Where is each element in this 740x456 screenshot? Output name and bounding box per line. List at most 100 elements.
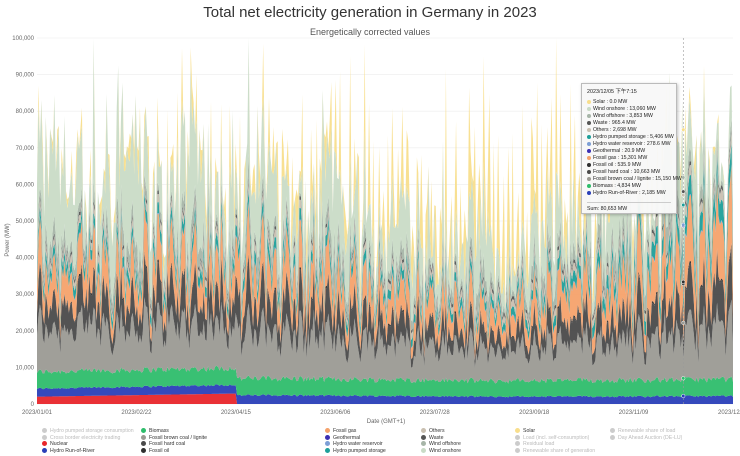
tooltip-row: Waste : 965.4 MW — [587, 120, 671, 127]
legend-color-dot-icon — [42, 447, 47, 453]
legend-item[interactable]: Cross border electricity trading — [42, 435, 120, 442]
y-tick-label: 40,000 — [16, 256, 35, 262]
tooltip-row: Fossil brown coal / lignite : 15,150 MW — [587, 176, 682, 183]
tooltip-row: Hydro Run-of-River : 2,185 MW — [587, 190, 671, 197]
legend-label: Geothermal — [333, 434, 361, 441]
legend-item[interactable]: Residual load — [515, 441, 554, 448]
series-areas[interactable] — [37, 38, 733, 404]
tooltip-row-value: 4,834 MW — [617, 183, 641, 189]
legend-label: Hydro pumped storage — [333, 447, 386, 454]
legend-item[interactable]: Geothermal — [325, 435, 360, 442]
tooltip-row-value: 15,301 MW — [620, 155, 648, 161]
tooltip-row-label: Solar — [593, 99, 606, 105]
tooltip-row: Hydro pumped storage : 5,406 MW — [587, 134, 674, 141]
tooltip-row-value: 535.9 MW — [617, 162, 642, 168]
tooltip-row: Fossil gas : 15,301 MW — [587, 155, 671, 162]
tooltip-row-label: Waste — [593, 120, 608, 126]
legend-item[interactable]: Others — [421, 428, 445, 435]
x-tick-label: 2023/11/09 — [619, 410, 649, 416]
tooltip-row-value: 2,185 MW — [642, 190, 666, 196]
series-color-dot-icon — [587, 148, 591, 153]
legend-item[interactable]: Solar — [515, 428, 535, 435]
area-fossil-brown-coal-lignite[interactable] — [37, 297, 733, 384]
legend-item[interactable]: Renewable share of load — [610, 428, 675, 435]
legend-color-dot-icon — [515, 441, 520, 447]
legend-label: Residual load — [523, 441, 555, 447]
legend-label: Renewable share of generation — [523, 447, 596, 454]
tooltip-row-value: 965.4 MW — [611, 120, 636, 126]
legend-item[interactable]: Day Ahead Auction (DE-LU) — [610, 435, 682, 442]
y-tick-label: 20,000 — [16, 329, 35, 335]
legend-color-dot-icon — [515, 428, 520, 434]
legend-item[interactable]: Wind onshore — [421, 448, 461, 455]
legend-item[interactable]: Fossil brown coal / lignite — [141, 435, 207, 442]
series-color-dot-icon — [587, 113, 591, 118]
legend-color-dot-icon — [515, 434, 520, 440]
legend-label: Wind offshore — [429, 441, 461, 447]
legend-item[interactable]: Renewable share of generation — [515, 448, 595, 455]
hover-marker — [681, 189, 686, 194]
tooltip-row-label: Wind offshore — [593, 113, 625, 119]
legend-label: Fossil gas — [333, 428, 357, 434]
tooltip-row-value: 10,663 MW — [633, 169, 661, 175]
hover-tooltip: 2023/12/05 下午7:15 Solar : 0.0 MW Wind ons… — [581, 83, 682, 214]
legend-item[interactable]: Hydro pumped storage — [325, 448, 386, 455]
legend-label: Renewable share of load — [618, 428, 676, 434]
tooltip-row-label: Geothermal — [593, 148, 621, 154]
area-fossil-hard-coal[interactable] — [37, 245, 733, 369]
area-solar[interactable] — [37, 38, 733, 313]
tooltip-row-label: Others — [593, 127, 609, 133]
area-fossil-gas[interactable] — [37, 165, 733, 361]
y-tick-label: 90,000 — [16, 73, 35, 79]
legend-item[interactable]: Wind offshore — [421, 441, 461, 448]
hover-marker — [681, 127, 686, 132]
tooltip-row: Wind onshore : 13,060 MW — [587, 106, 671, 113]
legend-item[interactable]: Load (incl. self-consumption) — [515, 435, 589, 442]
tooltip-row-value: 20.9 MW — [624, 148, 646, 154]
legend-color-dot-icon — [42, 441, 47, 447]
legend-label: Others — [429, 428, 445, 434]
series-color-dot-icon — [587, 127, 591, 132]
legend-color-dot-icon — [421, 441, 426, 447]
series-color-dot-icon — [587, 141, 591, 146]
tooltip-row-label: Biomass — [593, 183, 613, 189]
series-color-dot-icon — [587, 134, 591, 139]
legend-label: Fossil hard coal — [149, 441, 186, 447]
tooltip-row-label: Hydro water reservoir — [593, 141, 643, 147]
legend-item[interactable]: Fossil oil — [141, 448, 169, 455]
area-nuclear[interactable] — [37, 393, 733, 404]
area-wind-onshore[interactable] — [37, 38, 733, 325]
legend-item[interactable]: Fossil hard coal — [141, 441, 185, 448]
tooltip-row: Fossil oil : 535.9 MW — [587, 162, 671, 169]
tooltip-row-value: 15,150 MW — [655, 176, 682, 182]
tooltip-sum-value: 80,653 MW — [600, 206, 628, 212]
series-color-dot-icon — [587, 120, 591, 125]
y-tick-label: 70,000 — [16, 146, 35, 152]
legend-color-dot-icon — [610, 434, 615, 440]
legend-label: Hydro pumped storage consumption — [50, 428, 134, 434]
x-tick-label: 2023/04/15 — [221, 410, 252, 416]
chart-subtitle: Energetically corrected values — [309, 27, 431, 37]
legend-item[interactable]: Hydro pumped storage consumption — [42, 428, 134, 435]
y-tick-label: 80,000 — [16, 109, 35, 115]
legend-item[interactable]: Hydro Run-of-River — [42, 448, 95, 455]
x-tick-label: 2023/09/18 — [519, 410, 550, 416]
legend-item[interactable]: Fossil gas — [325, 428, 356, 435]
tooltip-row-label: Hydro pumped storage — [593, 134, 646, 140]
area-biomass[interactable] — [37, 365, 733, 398]
legend-item[interactable]: Biomass — [141, 428, 169, 435]
hover-marker — [681, 393, 686, 399]
series-color-dot-icon — [587, 106, 591, 111]
legend-item[interactable]: Hydro water reservoir — [325, 441, 383, 448]
tooltip-row: Hydro water reservoir : 278.6 MW — [587, 141, 671, 148]
chart-title: Total net electricity generation in Germ… — [203, 4, 537, 21]
area-hydro-run-of-river[interactable] — [37, 384, 733, 404]
legend-item[interactable]: Nuclear — [42, 441, 68, 448]
legend-color-dot-icon — [325, 428, 330, 434]
legend-color-dot-icon — [610, 428, 615, 434]
legend-item[interactable]: Waste — [421, 435, 444, 442]
series-color-dot-icon — [587, 99, 591, 104]
legend-color-dot-icon — [141, 441, 146, 447]
x-tick-label: 2023/12/31 — [718, 410, 740, 416]
